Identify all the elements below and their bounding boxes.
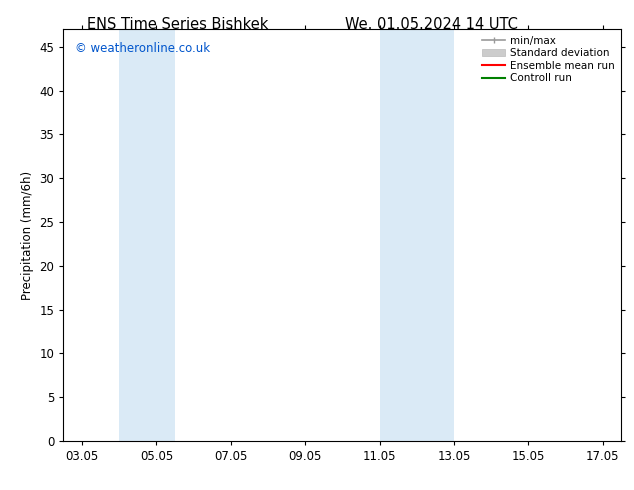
Legend: min/max, Standard deviation, Ensemble mean run, Controll run: min/max, Standard deviation, Ensemble me… [478,31,619,88]
Text: We. 01.05.2024 14 UTC: We. 01.05.2024 14 UTC [345,17,517,32]
Bar [157,29,175,441]
Text: © weatheronline.co.uk: © weatheronline.co.uk [75,42,210,55]
Y-axis label: Precipitation (mm/6h): Precipitation (mm/6h) [21,171,34,300]
Bar [417,29,454,441]
Text: ENS Time Series Bishkek: ENS Time Series Bishkek [87,17,268,32]
Bar [380,29,417,441]
Bar [119,29,157,441]
